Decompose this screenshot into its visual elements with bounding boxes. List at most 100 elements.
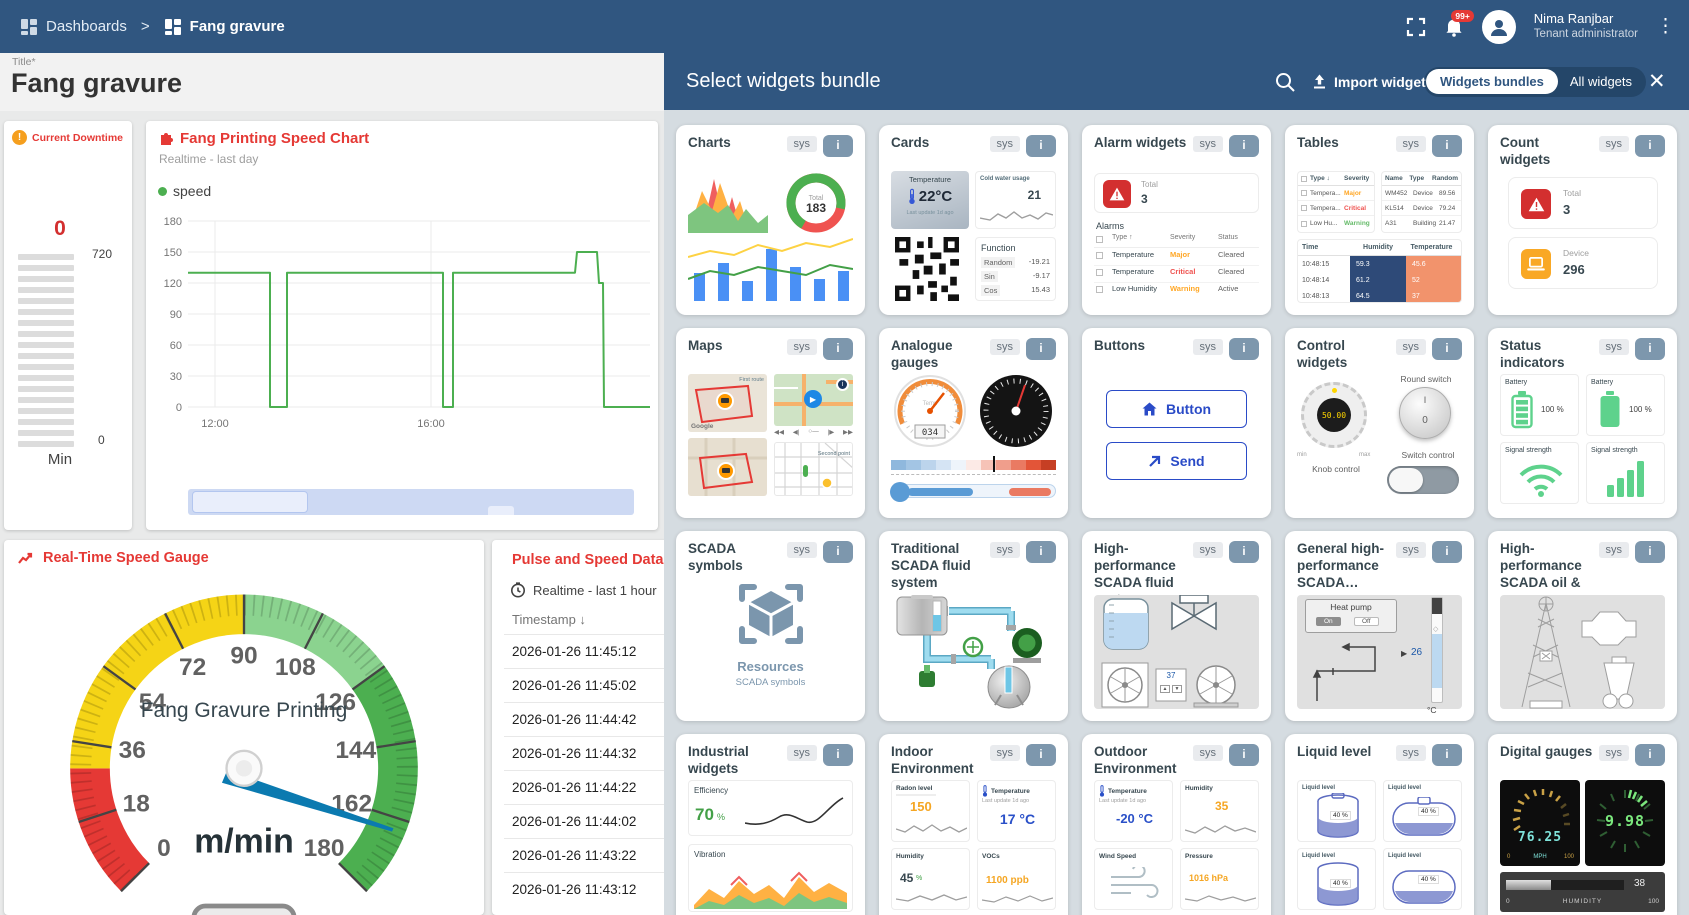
- bundle-title[interactable]: Industrial widgets: [688, 744, 749, 776]
- bundle-card-indoor[interactable]: Indoor Environment sys i Radon level 150 T…: [879, 734, 1068, 915]
- bundle-info-button[interactable]: i: [1432, 135, 1462, 157]
- bundle-card-status-indicators[interactable]: Status indicators sys i Battery 100 % Batt…: [1488, 328, 1677, 518]
- bundle-card-liquid-level[interactable]: Liquid level sys i Liquid level 40 % Liqui…: [1285, 734, 1474, 915]
- table-timewindow[interactable]: Realtime - last 1 hour: [533, 582, 657, 598]
- import-widget-button[interactable]: Import widget: [1312, 53, 1426, 110]
- toggle-all-widgets[interactable]: All widgets: [1569, 74, 1633, 89]
- bundle-info-button[interactable]: i: [823, 135, 853, 157]
- bundle-info-button[interactable]: i: [1026, 541, 1056, 563]
- table-sort-header[interactable]: Timestamp ↓: [512, 612, 586, 627]
- bundle-card-digital-gauges[interactable]: Digital gauges sys i 76.25 0 MPH 100: [1488, 734, 1677, 915]
- fullscreen-icon[interactable]: [1406, 17, 1426, 37]
- avatar[interactable]: [1481, 9, 1516, 44]
- heat-pump-off-button[interactable]: Off: [1354, 617, 1379, 626]
- bundle-title[interactable]: Count widgets: [1500, 135, 1551, 167]
- bundle-card-hp-scada-oil-gas[interactable]: High-performance SCADA oil & gassysi: [1488, 531, 1677, 721]
- bundle-card-control-widgets[interactable]: Control widgets sys i 50.00 min max Knob c…: [1285, 328, 1474, 518]
- bundle-info-button[interactable]: i: [1026, 744, 1056, 766]
- bundle-title[interactable]: Maps: [688, 338, 723, 353]
- bundle-title[interactable]: Liquid level: [1297, 744, 1372, 759]
- table-row[interactable]: 2026-01-26 11:43:22: [504, 838, 692, 872]
- widget-speed-chart[interactable]: Fang Printing Speed Chart Realtime - las…: [146, 121, 658, 530]
- chart-time-scrollbar[interactable]: [188, 489, 634, 515]
- bundle-title[interactable]: Cards: [891, 135, 930, 150]
- bundle-title[interactable]: Digital gauges: [1500, 744, 1593, 759]
- knob-control[interactable]: 50.00: [1301, 382, 1367, 448]
- bundle-info-button[interactable]: i: [823, 744, 853, 766]
- bundle-card-traditional-scada[interactable]: Traditional SCADA fluid system sys i: [879, 531, 1068, 721]
- bundle-info-button[interactable]: i: [1229, 135, 1259, 157]
- playback-controls[interactable]: ◀◀ ◀| ○— |▶ ▶▶: [774, 428, 853, 436]
- bundle-title[interactable]: Control widgets: [1297, 338, 1348, 370]
- bundle-info-button[interactable]: i: [1026, 338, 1056, 360]
- more-menu-icon[interactable]: ⋮: [1656, 16, 1675, 37]
- table-row[interactable]: 2026-01-26 11:43:12: [504, 872, 692, 906]
- close-icon[interactable]: ✕: [1648, 70, 1666, 93]
- round-switch[interactable]: I 0: [1399, 387, 1451, 439]
- bundle-title[interactable]: Status indicators: [1500, 338, 1565, 370]
- bundle-info-button[interactable]: i: [1635, 541, 1665, 563]
- switch-control[interactable]: [1387, 466, 1459, 494]
- bundle-title[interactable]: Tables: [1297, 135, 1339, 150]
- search-icon[interactable]: [1274, 53, 1296, 110]
- bundle-title[interactable]: Alarm widgets: [1094, 135, 1187, 150]
- clock-icon: [510, 582, 526, 598]
- bundle-info-button[interactable]: i: [1635, 744, 1665, 766]
- table-row[interactable]: 2026-01-26 11:44:22: [504, 770, 692, 804]
- bundle-info-button[interactable]: i: [823, 541, 853, 563]
- bundle-info-button[interactable]: i: [1635, 135, 1665, 157]
- user-name: Nima Ranjbar: [1533, 10, 1614, 26]
- widget-current-downtime[interactable]: ! Current Downtime 0 720 0 Min: [4, 121, 132, 530]
- table-row[interactable]: 2026-01-26 11:44:02: [504, 804, 692, 838]
- scrollbar-handle[interactable]: [192, 491, 308, 513]
- bundle-card-outdoor[interactable]: Outdoor Environment sys i Temperature Last…: [1082, 734, 1271, 915]
- bundle-card-scada-symbols[interactable]: SCADA symbols sys i Resources SCADA symbol…: [676, 531, 865, 721]
- widget-speed-gauge[interactable]: Real-Time Speed Gauge 0 18 36 54 72 90 1…: [4, 540, 484, 915]
- table-row[interactable]: 2026-01-26 11:44:42: [504, 702, 692, 736]
- widget-data-table[interactable]: Pulse and Speed Data Table Realtime - la…: [492, 540, 692, 915]
- table-row[interactable]: 2026-01-26 11:45:02: [504, 668, 692, 702]
- bundle-card-alarm-widgets[interactable]: Alarm widgets sys i Total 3 Alarms Type ↑ …: [1082, 125, 1271, 315]
- breadcrumb-root[interactable]: Dashboards: [46, 18, 127, 35]
- dashboard-title-input[interactable]: Fang gravure: [11, 68, 183, 98]
- bundle-title[interactable]: Charts: [688, 135, 731, 150]
- bundle-info-button[interactable]: i: [1432, 744, 1462, 766]
- bundle-card-industrial[interactable]: Industrial widgets sys i Efficiency 70 % V…: [676, 734, 865, 915]
- bundle-card-cards[interactable]: Cards sys i Temperature 22°C Last update 1…: [879, 125, 1068, 315]
- bundle-info-button[interactable]: i: [1229, 541, 1259, 563]
- bundle-card-general-hp-scada[interactable]: General high-performance SCADA… sys i Heat…: [1285, 531, 1474, 721]
- notifications-bell-icon[interactable]: 99+: [1444, 10, 1474, 37]
- preview-send-button[interactable]: Send: [1106, 442, 1247, 480]
- bundle-info-button[interactable]: i: [1026, 135, 1056, 157]
- bundle-card-charts[interactable]: Charts sys i Total 183: [676, 125, 865, 315]
- toggle-widgets-bundles[interactable]: Widgets bundles: [1426, 69, 1558, 94]
- preview-button[interactable]: Button: [1106, 390, 1247, 428]
- bundle-card-buttons[interactable]: Buttons sys i Button Send: [1082, 328, 1271, 518]
- bundle-title[interactable]: Indoor Environment: [891, 744, 974, 776]
- bundle-title[interactable]: SCADA symbols: [688, 541, 743, 573]
- bundle-title[interactable]: Buttons: [1094, 338, 1145, 353]
- bundle-card-maps[interactable]: Maps sys i First route Google ▶ i ◀◀ ◀| ○— |▶…: [676, 328, 865, 518]
- table-row[interactable]: 2026-01-26 11:44:32: [504, 736, 692, 770]
- bundle-info-button[interactable]: i: [1432, 338, 1462, 360]
- bundle-info-button[interactable]: i: [1635, 338, 1665, 360]
- bundle-info-button[interactable]: i: [1432, 541, 1462, 563]
- bundle-info-button[interactable]: i: [1229, 338, 1259, 360]
- sys-chip: sys: [989, 745, 1020, 761]
- bundle-info-button[interactable]: i: [1229, 744, 1259, 766]
- svg-text:72: 72: [179, 654, 206, 681]
- bundle-title[interactable]: General high-performance SCADA…: [1297, 541, 1385, 590]
- bundle-card-count-widgets[interactable]: Count widgets sys i Total 3 Device 296: [1488, 125, 1677, 315]
- bundle-title[interactable]: Analogue gauges: [891, 338, 953, 370]
- bundle-title[interactable]: Traditional SCADA fluid system: [891, 541, 971, 590]
- heat-pump-on-button[interactable]: On: [1316, 617, 1341, 626]
- bundle-title[interactable]: Outdoor Environment: [1094, 744, 1177, 776]
- legend-label[interactable]: speed: [173, 183, 212, 199]
- table-row[interactable]: 2026-01-26 11:45:12: [504, 634, 692, 668]
- level-slider[interactable]: ◇: [1431, 597, 1443, 703]
- svg-text:180: 180: [164, 216, 182, 228]
- bundle-info-button[interactable]: i: [823, 338, 853, 360]
- bundle-card-analogue-gauges[interactable]: Analogue gauges sys i Temp 034: [879, 328, 1068, 518]
- bundle-card-tables[interactable]: Tables sys i Type ↓ Severity Tempera... Majo…: [1285, 125, 1474, 315]
